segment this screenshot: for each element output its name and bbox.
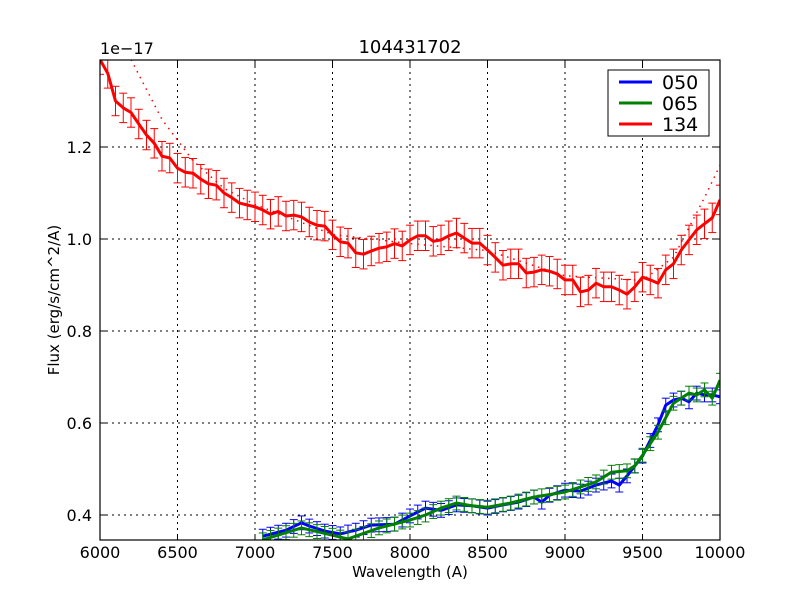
x-tick-label: 6500 xyxy=(157,543,198,562)
series-line-065 xyxy=(262,379,720,540)
x-tick-label: 8000 xyxy=(390,543,431,562)
y-offset-label: 1e−17 xyxy=(100,39,154,58)
y-tick-label: 0.8 xyxy=(67,322,92,341)
legend-label-065: 065 xyxy=(662,93,698,115)
legend-label-050: 050 xyxy=(662,72,698,94)
y-tick-label: 1.2 xyxy=(67,138,92,157)
x-tick-label: 6000 xyxy=(80,543,121,562)
y-tick-label: 0.6 xyxy=(67,414,92,433)
x-tick-label: 10000 xyxy=(695,543,746,562)
x-tick-label: 9000 xyxy=(545,543,586,562)
x-tick-label: 7000 xyxy=(235,543,276,562)
y-tick-label: 0.4 xyxy=(67,506,92,525)
x-axis-label: Wavelength (A) xyxy=(352,563,468,581)
series-line-050 xyxy=(262,391,720,538)
legend-label-134: 134 xyxy=(662,114,698,136)
x-tick-label: 7500 xyxy=(312,543,353,562)
grid-lines xyxy=(100,60,720,540)
x-tick-label: 9500 xyxy=(622,543,663,562)
chart-title: 104431702 xyxy=(358,37,461,58)
x-tick-label: 8500 xyxy=(467,543,508,562)
axis-ticks: 6000 6500 7000 7500 8000 8500 9000 9500 10000 0.4… xyxy=(67,60,746,562)
y-tick-label: 1.0 xyxy=(67,230,92,249)
data-series xyxy=(100,60,720,540)
y-axis-label: Flux (erg/s/cm^2/A) xyxy=(45,225,63,376)
legend: 050 065 134 xyxy=(607,69,710,137)
series-line-134 xyxy=(100,60,720,296)
